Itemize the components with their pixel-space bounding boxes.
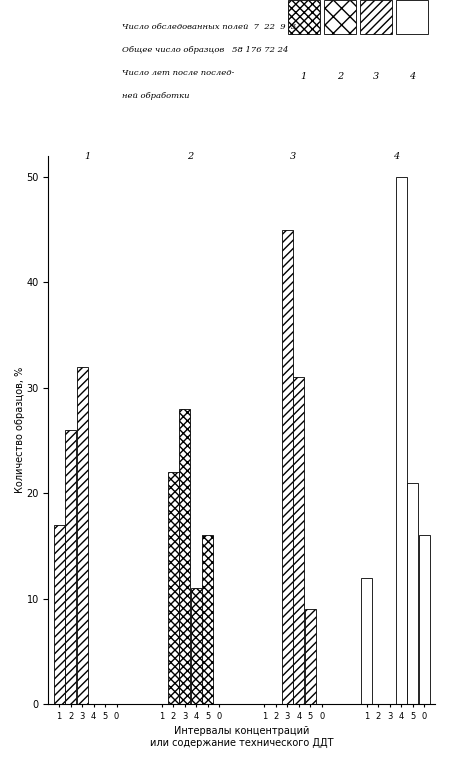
Text: 4: 4 [392,152,399,161]
Bar [179,409,190,704]
Bar [419,536,430,704]
Bar [76,367,87,704]
Text: ней обработки: ней обработки [122,92,189,99]
Text: 4: 4 [409,72,415,82]
Text: Число лет после послед-: Число лет после послед- [122,69,234,76]
Text: 3: 3 [290,152,296,161]
Bar [293,377,304,704]
Y-axis label: Количество образцов, %: Количество образцов, % [15,367,25,493]
Bar [202,536,213,704]
Bar [305,609,316,704]
Text: 3: 3 [373,72,379,82]
Bar [191,588,202,704]
Text: 2: 2 [337,72,343,82]
Bar [65,430,76,704]
Bar [361,578,372,704]
Bar [282,230,293,704]
Bar [407,483,418,704]
X-axis label: Интервалы концентраций
или содержание технического ДДТ: Интервалы концентраций или содержание те… [150,726,333,748]
Bar [54,525,64,704]
Text: 2: 2 [187,152,194,161]
Text: Общее число образцов   58 176 72 24: Общее число образцов 58 176 72 24 [122,46,288,53]
Text: 1: 1 [301,72,307,82]
Bar [396,177,407,704]
Text: Число обследованных полей  7  22  9  3: Число обследованных полей 7 22 9 3 [122,23,296,31]
Bar [168,472,179,704]
Text: 1: 1 [85,152,91,161]
